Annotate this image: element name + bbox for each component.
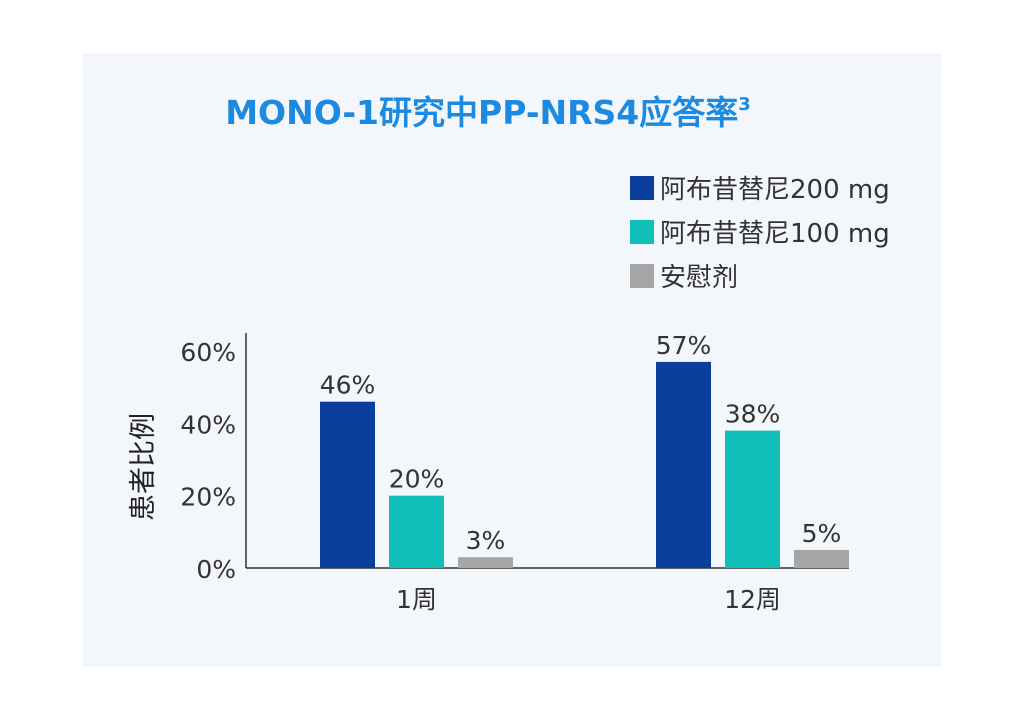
legend-label: 阿布昔替尼200 mg <box>660 175 890 205</box>
y-tick-label: 40% <box>180 410 236 439</box>
data-label: 3% <box>466 526 506 555</box>
bar <box>794 549 849 568</box>
y-tick-label: 60% <box>180 338 236 367</box>
bar <box>458 557 513 568</box>
bars: 46% 20% 3% 1周 57% 38% 5% 12周 <box>320 331 849 614</box>
legend-label: 安慰剂 <box>660 263 738 293</box>
legend-swatch <box>630 264 654 288</box>
legend-item: 阿布昔替尼100 mg <box>630 219 890 249</box>
bar <box>320 401 375 568</box>
legend-swatch <box>630 220 654 244</box>
title-superscript: 3 <box>738 94 751 115</box>
data-label: 46% <box>320 371 376 400</box>
y-tick-label: 20% <box>180 483 236 512</box>
bar <box>656 361 711 568</box>
legend: 阿布昔替尼200 mg 阿布昔替尼100 mg 安慰剂 <box>630 175 890 293</box>
x-tick-label: 12周 <box>724 585 781 614</box>
legend-item: 安慰剂 <box>630 263 738 293</box>
legend-label: 阿布昔替尼100 mg <box>660 219 890 249</box>
bar <box>725 430 780 568</box>
data-label: 57% <box>656 331 712 360</box>
legend-item: 阿布昔替尼200 mg <box>630 175 890 205</box>
axes: 0% 20% 40% 60% <box>180 333 849 584</box>
data-label: 38% <box>725 400 781 429</box>
x-tick-label: 1周 <box>396 585 437 614</box>
chart-title: MONO-1研究中PP-NRS4应答率3 <box>225 93 751 132</box>
bar <box>389 495 444 568</box>
y-axis-label: 患者比例 <box>128 413 159 521</box>
data-label: 5% <box>802 519 842 548</box>
legend-swatch <box>630 176 654 200</box>
y-tick-label: 0% <box>196 555 236 584</box>
data-label: 20% <box>389 465 445 494</box>
